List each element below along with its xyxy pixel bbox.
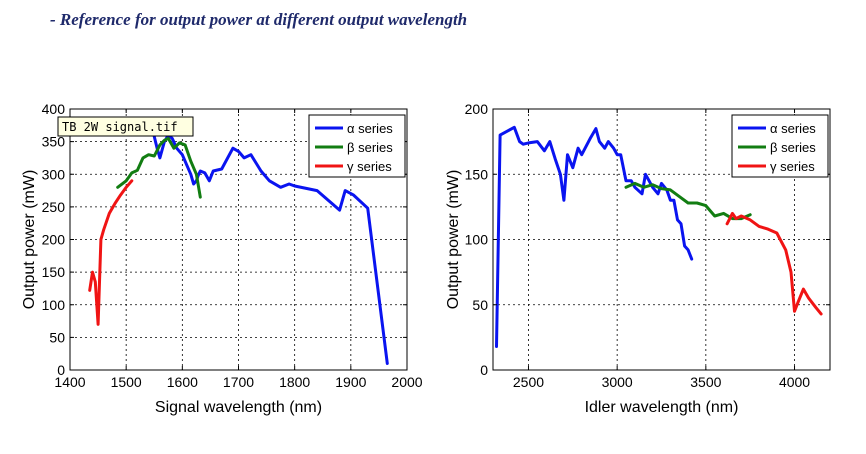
- idler-y-tick-label: 200: [465, 101, 489, 117]
- signal-tooltip-box: [57, 116, 194, 137]
- signal-series-line-gamma: [88, 179, 134, 326]
- signal-legend-label-alpha: α series: [347, 121, 393, 136]
- idler-legend-label-beta: β series: [770, 140, 816, 155]
- idler-x-axis-label: Idler wavelength (nm): [585, 399, 739, 416]
- signal-y-tick-label: 250: [42, 199, 66, 215]
- idler-legend-label-alpha: α series: [770, 121, 816, 136]
- signal-series-line-beta: [116, 136, 202, 199]
- idler-y-tick-label: 50: [472, 297, 488, 313]
- page-heading: - Reference for output power at differen…: [50, 10, 468, 29]
- signal-y-tick-label: 350: [42, 134, 66, 150]
- idler-y-axis-label: Output power (mW): [445, 170, 462, 310]
- idler-x-tick-label: 3000: [602, 374, 633, 390]
- signal-x-tick-label: 2000: [391, 374, 422, 390]
- signal-x-tick-label: 1500: [111, 374, 142, 390]
- signal-filename-tooltip: TB 2W signal.tif: [57, 116, 194, 137]
- signal-x-tick-label: 1400: [54, 374, 85, 390]
- signal-y-tick-label: 400: [42, 101, 66, 117]
- idler-series-group: [495, 125, 823, 348]
- signal-legend-label-gamma: γ series: [347, 159, 392, 174]
- idler-x-tick-label: 3500: [690, 374, 721, 390]
- signal-y-tick-label: 150: [42, 264, 66, 280]
- signal-series-line-alpha: [147, 120, 389, 365]
- signal-x-tick-label: 1800: [279, 374, 310, 390]
- signal-tooltip-text: TB 2W signal.tif: [62, 120, 178, 134]
- idler-y-tick-label: 150: [465, 166, 489, 182]
- idler-y-tick-label: 100: [465, 232, 489, 248]
- signal-y-tick-label: 300: [42, 166, 66, 182]
- signal-y-tick-label: 100: [42, 297, 66, 313]
- signal-x-tick-label: 1700: [223, 374, 254, 390]
- signal-x-tick-label: 1900: [335, 374, 366, 390]
- idler-y-tick-label: 0: [480, 362, 488, 378]
- idler-series-line-gamma: [725, 211, 823, 316]
- idler-legend: α series β series γ series: [731, 114, 829, 178]
- signal-x-axis-label: Signal wavelength (nm): [155, 399, 322, 416]
- signal-y-tick-label: 200: [42, 232, 66, 248]
- signal-y-tick-label: 50: [49, 329, 65, 345]
- signal-series-group: [88, 120, 389, 365]
- idler-legend-label-gamma: γ series: [770, 159, 815, 174]
- idler-x-tick-label: 4000: [779, 374, 810, 390]
- idler-series-line-alpha: [495, 125, 694, 348]
- signal-y-tick-label: 0: [57, 362, 65, 378]
- signal-y-axis-label: Output power (mW): [21, 170, 38, 310]
- signal-legend: α series β series γ series: [308, 114, 406, 178]
- signal-legend-label-beta: β series: [347, 140, 393, 155]
- signal-x-tick-label: 1600: [167, 374, 198, 390]
- idler-x-tick-label: 2500: [513, 374, 544, 390]
